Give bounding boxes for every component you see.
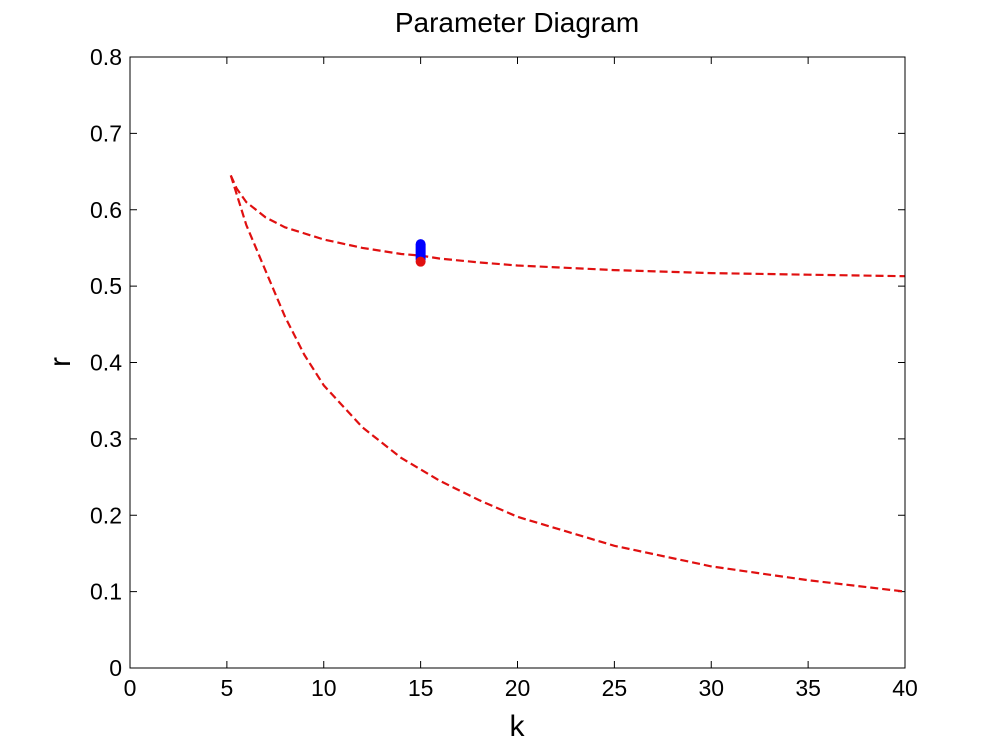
- x-tick-label: 30: [698, 675, 724, 701]
- x-tick-label: 5: [220, 675, 233, 701]
- y-tick-label: 0.1: [90, 579, 122, 605]
- y-axis-label: r: [44, 357, 77, 367]
- y-tick-label: 0.6: [90, 197, 122, 223]
- x-tick-label: 10: [311, 675, 337, 701]
- y-tick-label: 0.3: [90, 426, 122, 452]
- x-axis-label: k: [510, 710, 526, 743]
- y-tick-label: 0.4: [90, 350, 122, 376]
- y-tick-label: 0.5: [90, 273, 122, 299]
- x-tick-label: 20: [505, 675, 531, 701]
- chart-title: Parameter Diagram: [395, 7, 639, 38]
- plot-frame: [129, 56, 906, 669]
- red-marker-dot: [415, 256, 426, 267]
- x-tick-label: 0: [124, 675, 137, 701]
- plot-markers: [415, 239, 426, 267]
- x-tick-label: 25: [602, 675, 628, 701]
- y-tick-label: 0.2: [90, 502, 122, 528]
- axis-ticks: 0 5 10 15 20 25 30 35 40 0 0.1 0.2 0.3 0.4 0.5 0.6 0.7 0.…: [90, 44, 918, 701]
- x-tick-label: 40: [892, 675, 918, 701]
- x-tick-label: 35: [795, 675, 821, 701]
- y-tick-label: 0.8: [90, 44, 122, 70]
- y-tick-label: 0.7: [90, 120, 122, 146]
- plot-series: [229, 174, 906, 593]
- series-line-2: [229, 175, 906, 593]
- series-line-1: [229, 174, 906, 278]
- y-tick-label: 0: [109, 655, 122, 681]
- x-tick-label: 15: [408, 675, 434, 701]
